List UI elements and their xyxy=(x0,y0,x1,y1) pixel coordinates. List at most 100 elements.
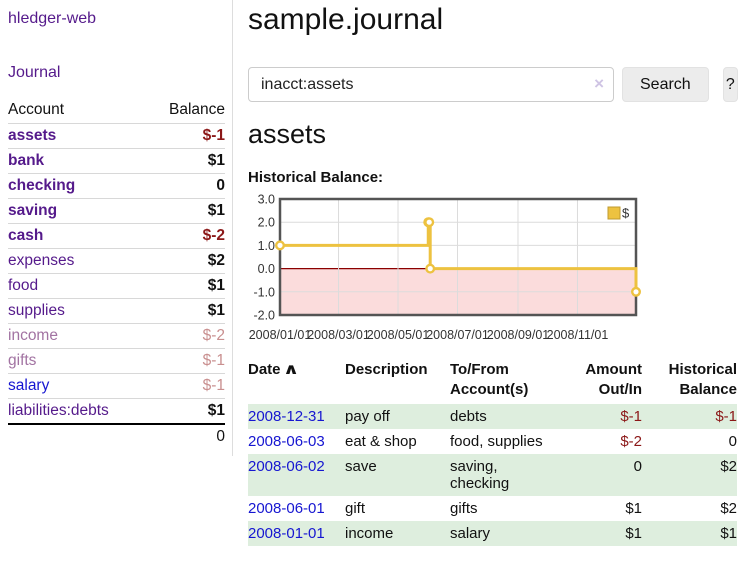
transaction-description: eat & shop xyxy=(345,433,417,450)
account-balance: $-2 xyxy=(147,223,225,249)
account-balance: $-1 xyxy=(147,348,225,374)
account-link-assets[interactable]: assets xyxy=(8,127,57,144)
transaction-date-link[interactable]: 2008-01-01 xyxy=(248,525,325,542)
account-row: gifts $-1 xyxy=(8,348,225,374)
account-balance: $2 xyxy=(147,248,225,274)
accounts-table: Account Balance assets $-1 bank $1 checking 0… xyxy=(8,98,225,449)
transaction-accounts: debts xyxy=(450,404,570,429)
transaction-date-link[interactable]: 2008-12-31 xyxy=(248,408,325,425)
account-link-gifts[interactable]: gifts xyxy=(8,352,37,369)
y-axis-tick-label: -2.0 xyxy=(253,309,275,323)
search-input[interactable] xyxy=(248,67,614,102)
transaction-accounts: gifts xyxy=(450,500,478,517)
transaction-description: income xyxy=(345,521,450,546)
chart-border xyxy=(278,197,638,317)
transaction-accounts: saving, checking xyxy=(450,454,570,496)
account-row: food $1 xyxy=(8,273,225,299)
account-link-saving[interactable]: saving xyxy=(8,202,58,219)
account-link-liabilities-debts[interactable]: liabilities:debts xyxy=(8,402,109,419)
page-title: sample.journal xyxy=(248,3,444,36)
account-balance: $1 xyxy=(147,198,225,224)
account-balance: 0 xyxy=(147,173,225,199)
accounts-total-value: 0 xyxy=(147,423,225,449)
account-balance: $1 xyxy=(147,148,225,174)
accounts-header-balance: Balance xyxy=(168,101,225,118)
x-axis-tick-label: 2008/01/01 xyxy=(249,328,312,342)
historical-balance-chart: $3.0 2.0 1.0 0.0 -1.0 -2.0 2008/01/01 2008/03/0… xyxy=(248,193,648,343)
account-row: liabilities:debts $1 xyxy=(8,398,225,424)
accounts-header-row: Account Balance xyxy=(8,98,225,124)
account-link-checking[interactable]: checking xyxy=(8,177,76,194)
account-link-supplies[interactable]: supplies xyxy=(8,302,65,319)
y-axis-tick-label: -1.0 xyxy=(253,285,275,299)
transaction-amount: 0 xyxy=(570,454,642,496)
account-row: expenses $2 xyxy=(8,248,225,274)
accounts-total-row: 0 xyxy=(8,423,225,449)
search-box: × xyxy=(248,67,614,102)
transaction-date-link[interactable]: 2008-06-03 xyxy=(248,433,325,450)
chart-data-point xyxy=(275,240,286,251)
account-balance: $-1 xyxy=(147,373,225,399)
chart-title: Historical Balance: xyxy=(248,169,384,186)
y-axis-tick-label: 0.0 xyxy=(258,262,275,276)
transaction-date-link[interactable]: 2008-06-02 xyxy=(248,458,325,475)
transaction-date-link[interactable]: 2008-06-01 xyxy=(248,500,325,517)
account-balance: $-1 xyxy=(147,123,225,149)
account-heading: assets xyxy=(248,119,327,149)
sidebar: hledger-web Journal Account Balance asse… xyxy=(0,0,233,456)
clear-search-icon[interactable]: × xyxy=(594,74,604,93)
account-link-bank[interactable]: bank xyxy=(8,152,45,169)
y-axis-tick-label: 1.0 xyxy=(258,239,275,253)
account-link-cash[interactable]: cash xyxy=(8,227,44,244)
transaction-balance: $2 xyxy=(720,500,737,517)
transaction-row: 2008-06-01 gift gifts $1 $2 xyxy=(248,496,737,521)
search-button[interactable]: Search xyxy=(622,67,709,102)
account-row: bank $1 xyxy=(8,148,225,174)
transaction-amount: $-1 xyxy=(570,404,642,429)
account-row: supplies $1 xyxy=(8,298,225,324)
x-axis-tick-label: 2008/11/01 xyxy=(547,328,609,342)
accounts-header-account: Account xyxy=(8,101,65,118)
chart-data-point xyxy=(425,263,436,274)
account-balance: $-2 xyxy=(147,323,225,349)
transaction-row: 2008-12-31 pay off debts $-1 $-1 xyxy=(248,404,737,429)
account-balance: $1 xyxy=(147,398,225,424)
transaction-balance: $2 xyxy=(642,454,737,496)
account-row: checking 0 xyxy=(8,173,225,199)
account-link-food[interactable]: food xyxy=(8,277,39,294)
account-row: cash $-2 xyxy=(8,223,225,249)
accounts-header: To/From Account(s) xyxy=(450,361,529,398)
search-form: × Search ? xyxy=(248,67,738,102)
account-row: income $-2 xyxy=(8,323,225,349)
x-axis-tick-label: 2008/07/01 xyxy=(426,328,489,342)
transaction-row: 2008-06-02 save saving, checking 0 $2 xyxy=(248,454,737,496)
transaction-row: 2008-01-01 income salary $1 $1 xyxy=(248,521,737,546)
transaction-balance: 0 xyxy=(728,433,737,450)
transaction-amount: $-2 xyxy=(620,433,642,450)
transaction-balance: $-1 xyxy=(642,404,737,429)
help-button[interactable]: ? xyxy=(722,67,738,102)
sidebar-item-journal[interactable]: Journal xyxy=(8,64,61,81)
account-balance: $1 xyxy=(147,273,225,299)
description-header: Description xyxy=(345,361,428,378)
amount-header: Amount Out/In xyxy=(585,361,642,398)
account-link-income[interactable]: income xyxy=(8,327,58,344)
app-brand-link[interactable]: hledger-web xyxy=(8,10,97,27)
legend-label: $ xyxy=(622,206,630,221)
transaction-description: pay off xyxy=(345,404,450,429)
account-link-expenses[interactable]: expenses xyxy=(8,252,75,269)
sort-ascending-icon: ∧ xyxy=(282,361,299,378)
account-link-salary[interactable]: salary xyxy=(8,377,50,394)
transaction-accounts: food, supplies xyxy=(450,433,543,450)
sort-by-date-button[interactable]: Date ∧ xyxy=(248,361,299,378)
account-row: salary $-1 xyxy=(8,373,225,399)
x-axis-tick-label: 2008/09/01 xyxy=(487,328,550,342)
main-content: sample.journal × Search ? assets Histori… xyxy=(248,0,738,546)
account-row: assets $-1 xyxy=(8,123,225,149)
transaction-description: save xyxy=(345,454,450,496)
x-axis-tick-label: 2008/03/01 xyxy=(307,328,370,342)
transaction-row: 2008-06-03 eat & shop food, supplies $-2 0 xyxy=(248,429,737,454)
y-axis-tick-label: 3.0 xyxy=(258,193,275,207)
x-axis-tick-label: 2008/05/01 xyxy=(367,328,430,342)
